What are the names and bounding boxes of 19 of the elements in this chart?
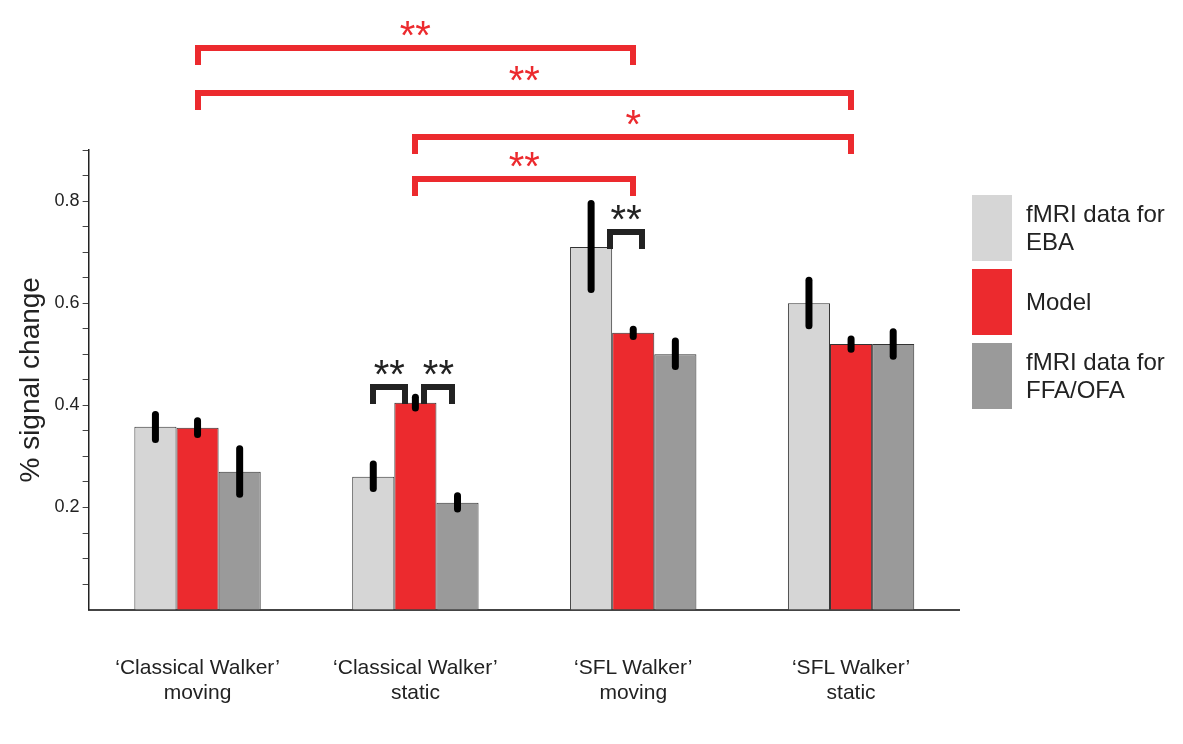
- text: **: [399, 13, 431, 57]
- text: **: [508, 58, 540, 102]
- x-tick-label: ‘Classical Walker’ moving: [115, 655, 280, 704]
- y-tick-label: 0.8: [54, 190, 80, 211]
- y-tick-label: 0.4: [54, 394, 80, 415]
- y-tick-label: 0.6: [54, 292, 80, 313]
- text: *: [625, 102, 642, 146]
- annotation: **: [508, 144, 540, 188]
- y-tick-label: 0.2: [54, 496, 80, 517]
- y-axis-title: % signal change: [13, 277, 45, 483]
- x-tick-label: ‘SFL Walker’ static: [791, 655, 911, 704]
- text: fMRI data for EBA: [1026, 200, 1166, 256]
- x-tick-label: ‘Classical Walker’ static: [333, 655, 498, 704]
- annotation: **: [373, 352, 405, 396]
- annotation: **: [422, 352, 455, 396]
- x-tick-label: ‘SFL Walker’ moving: [574, 655, 693, 704]
- annotation: **: [610, 197, 642, 241]
- text: Model: [1026, 288, 1093, 316]
- text: fMRI data for FFA/OFA: [1026, 348, 1166, 404]
